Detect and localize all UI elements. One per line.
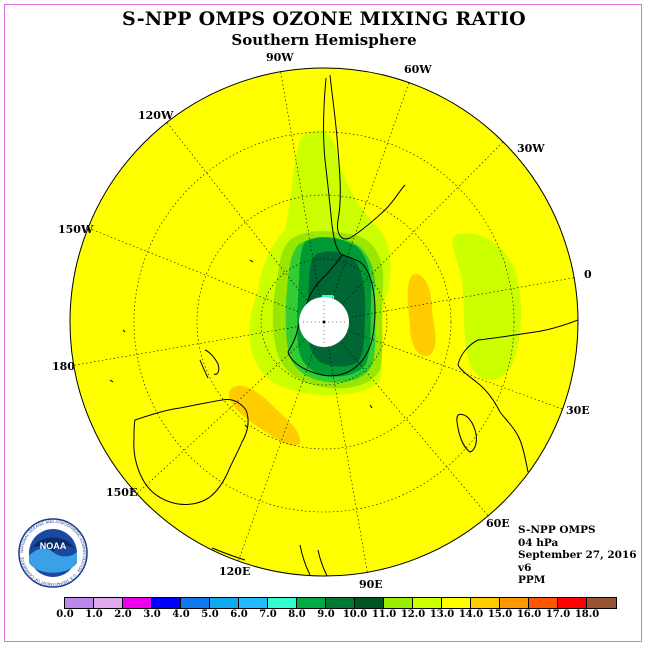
info-satellite: S-NPP OMPS (518, 524, 596, 536)
lon-label-0: 0 (584, 268, 592, 281)
lon-label-90w: 90W (266, 51, 294, 64)
lon-label-60w: 60W (404, 63, 432, 76)
colorbar-cell (268, 598, 297, 608)
colorbar-label: 14.0 (458, 609, 484, 620)
colorbar-cell (65, 598, 94, 608)
info-pressure: 04 hPa (518, 536, 559, 549)
colorbar-label: 12.0 (400, 609, 426, 620)
colorbar-cell (326, 598, 355, 608)
colorbar-label: 4.0 (172, 609, 190, 620)
light-green-region-east (452, 233, 522, 380)
colorbar-label: 10.0 (342, 609, 368, 620)
colorbar-cell (355, 598, 384, 608)
info-version: v6 (518, 561, 532, 574)
colorbar-cell (529, 598, 558, 608)
colorbar-label: 16.0 (516, 609, 542, 620)
orange-region-east (407, 274, 436, 356)
lon-label-150w: 150W (58, 223, 94, 236)
lon-label-60e: 60E (486, 517, 510, 530)
colorbar-cell (413, 598, 442, 608)
page-title: S-NPP OMPS OZONE MIXING RATIO (121, 8, 527, 30)
colorbar-cell (500, 598, 529, 608)
colorbar-label: 9.0 (317, 609, 335, 620)
colorbar-label: 1.0 (85, 609, 103, 620)
colorbar-cell (471, 598, 500, 608)
colorbar-label: 8.0 (288, 609, 306, 620)
colorbar-cell (152, 598, 181, 608)
colorbar (64, 597, 617, 609)
lon-label-150e: 150E (106, 486, 137, 499)
colorbar-label: 17.0 (545, 609, 571, 620)
colorbar-cell (558, 598, 587, 608)
colorbar-label: 18.0 (574, 609, 600, 620)
info-block: S-NPP OMPS 04 hPa September 27, 2016 v6 … (518, 524, 637, 587)
coastlines (109, 74, 578, 576)
colorbar-label: 0.0 (56, 609, 74, 620)
info-date: September 27, 2016 (518, 549, 637, 561)
colorbar-cell (210, 598, 239, 608)
lon-label-30w: 30W (517, 142, 545, 155)
colorbar-cell (123, 598, 152, 608)
frame-border (4, 4, 642, 642)
pole-dotted-rays (300, 298, 348, 346)
colorbar-label: 3.0 (143, 609, 161, 620)
colorbar-label: 11.0 (371, 609, 397, 620)
lon-label-30e: 30E (566, 404, 590, 417)
longitude-lines (70, 68, 578, 576)
colorbar-cell (297, 598, 326, 608)
longitude-labels: 90W 60W 30W 0 30E 60E 90E 120E 150E 180 … (52, 51, 592, 591)
lon-label-120w: 120W (138, 109, 174, 122)
orange-region-southwest (228, 385, 301, 446)
colorbar-label: 7.0 (259, 609, 277, 620)
info-units: PPM (518, 574, 546, 586)
colorbar-label: 15.0 (487, 609, 513, 620)
lon-label-120e: 120E (219, 565, 250, 578)
map-outline (69, 67, 579, 577)
lon-label-180: 180 (52, 360, 75, 373)
colorbar-label: 5.0 (201, 609, 219, 620)
colorbar-cell (239, 598, 268, 608)
colorbar-cell (94, 598, 123, 608)
latitude-lines (133, 131, 515, 513)
colorbar-cell (587, 598, 616, 608)
colorbar-label: 13.0 (429, 609, 455, 620)
colorbar-cell (181, 598, 210, 608)
logo-text: NOAA (40, 541, 67, 551)
colorbar-label: 6.0 (230, 609, 248, 620)
colorbar-cell (442, 598, 471, 608)
colorbar-label: 2.0 (114, 609, 132, 620)
lon-label-90e: 90E (359, 578, 383, 591)
noaa-logo: NOAA NATIONAL OCEANIC AND ATMOSPHERIC AD… (18, 518, 88, 588)
colorbar-cell (384, 598, 413, 608)
page-subtitle: Southern Hemisphere (231, 31, 417, 49)
